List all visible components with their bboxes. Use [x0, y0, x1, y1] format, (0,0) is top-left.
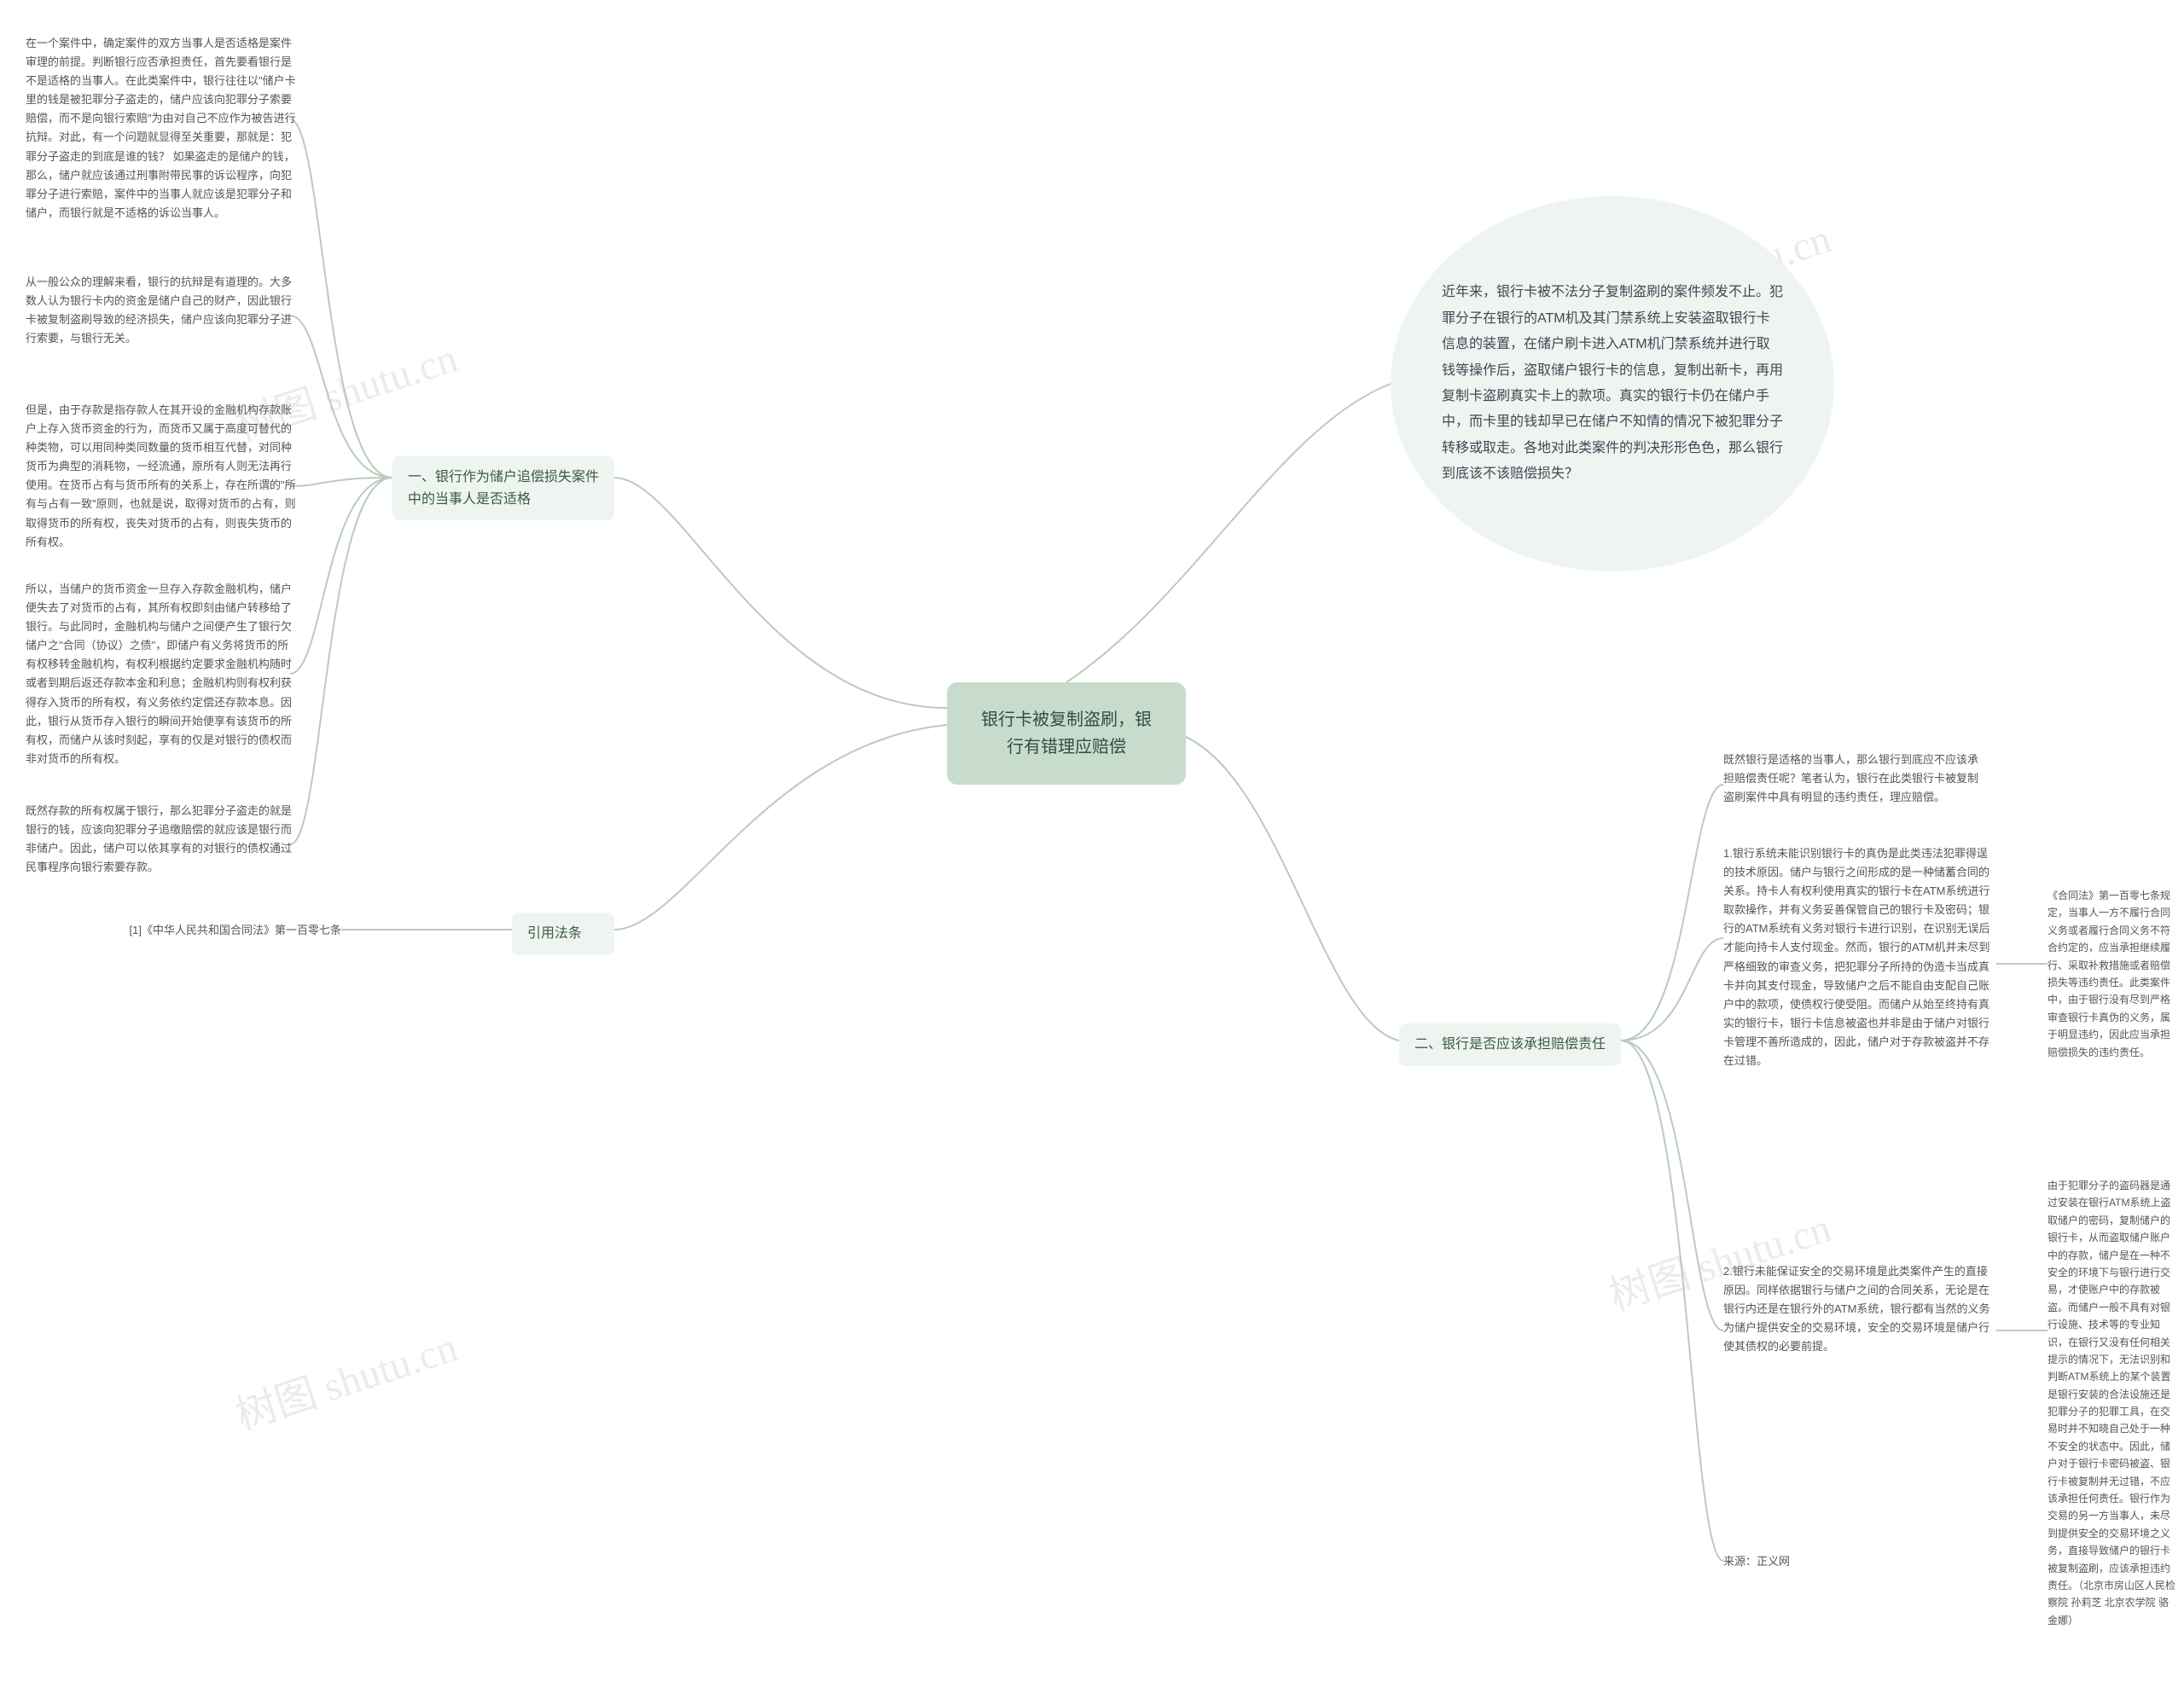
intro-text: 近年来，银行卡被不法分子复制盗刷的案件频发不止。犯罪分子在银行的ATM机及其门禁… [1442, 280, 1783, 487]
leaf-l5: 既然存款的所有权属于银行，那么犯罪分子盗走的就是银行的钱，应该向犯罪分子追缴赔偿… [26, 802, 299, 877]
leaf-l4: 所以，当储户的货币资金一旦存入存款金融机构，储户便失去了对货币的占有，其所有权即… [26, 580, 299, 768]
center-topic[interactable]: 银行卡被复制盗刷，银行有错理应赔偿 [947, 682, 1186, 785]
branch-1[interactable]: 一、银行作为储户追偿损失案件中的当事人是否适格 [392, 456, 614, 520]
watermark: 树图 shutu.cn [227, 1313, 464, 1441]
leaf-l10: 2.银行未能保证安全的交易环境是此类案件产生的直接原因。同样依据银行与储户之间的… [1723, 1262, 1996, 1356]
leaf-l2: 从一般公众的理解来看，银行的抗辩是有道理的。大多数人认为银行卡内的资金是储户自己… [26, 273, 299, 348]
leaf-l12: 来源：正义网 [1723, 1552, 1988, 1571]
leaf-l1: 在一个案件中，确定案件的双方当事人是否适格是案件审理的前提。判断银行应否承担责任… [26, 34, 299, 223]
leaf-l3: 但是，由于存款是指存款人在其开设的金融机构存款账户上存入货币资金的行为，而货币又… [26, 401, 299, 552]
leaf-l8: 1.银行系统未能识别银行卡的真伪是此类违法犯罪得逞的技术原因。储户与银行之间形成… [1723, 844, 1996, 1070]
connector-lines [0, 0, 2184, 1687]
leaf-l9: 《合同法》第一百零七条规定，当事人一方不履行合同义务或者履行合同义务不符合约定的… [2048, 887, 2175, 1061]
leaf-l6: [1]《中华人民共和国合同法》第一百零七条 [94, 921, 341, 940]
branch-2[interactable]: 二、银行是否应该承担赔偿责任 [1399, 1023, 1621, 1066]
leaf-l11: 由于犯罪分子的盗码器是通过安装在银行ATM系统上盗取储户的密码，复制储户的银行卡… [2048, 1177, 2175, 1629]
branch-ref[interactable]: 引用法条 [512, 913, 614, 955]
intro-bubble[interactable]: 近年来，银行卡被不法分子复制盗刷的案件频发不止。犯罪分子在银行的ATM机及其门禁… [1391, 196, 1834, 571]
leaf-l7: 既然银行是适格的当事人，那么银行到底应不应该承担赔偿责任呢？笔者认为，银行在此类… [1723, 751, 1988, 807]
